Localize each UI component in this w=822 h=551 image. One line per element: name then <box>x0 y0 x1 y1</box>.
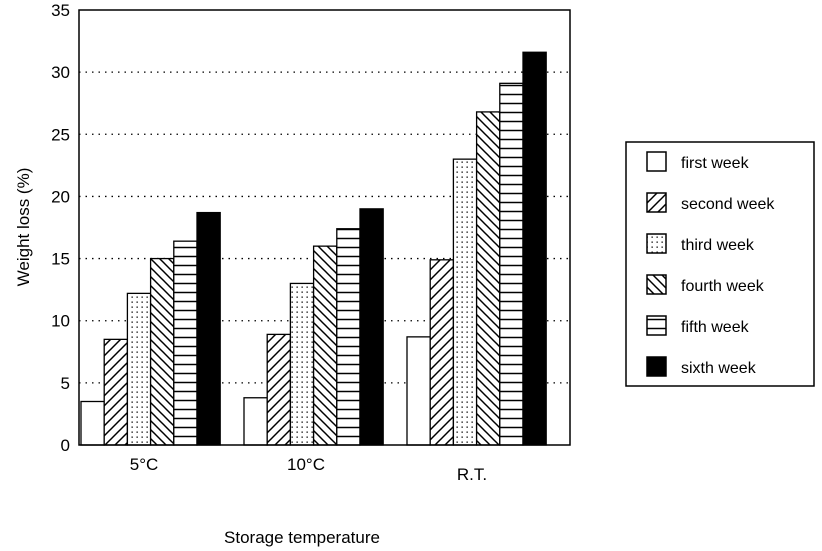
y-tick-label: 35 <box>51 1 70 20</box>
bar <box>312 245 338 446</box>
bar <box>289 282 315 446</box>
bar <box>406 336 431 446</box>
bar <box>359 208 384 446</box>
bar <box>266 333 292 446</box>
y-tick-label: 20 <box>51 187 70 206</box>
legend-label: second week <box>681 196 775 213</box>
bar <box>452 158 478 446</box>
legend-frame <box>625 141 815 387</box>
y-axis-title: Weight loss (%) <box>14 168 33 287</box>
legend-swatch <box>646 233 667 254</box>
bar <box>173 240 198 446</box>
y-tick-label: 0 <box>61 436 70 455</box>
category-label-2: R.T. <box>457 465 487 484</box>
y-tick-label: 25 <box>51 125 70 144</box>
bar <box>475 111 501 446</box>
category-label-0: 5°C <box>130 455 159 474</box>
x-axis-title: Storage temperature <box>224 528 380 547</box>
legend-label: fifth week <box>681 319 750 336</box>
legend-swatch <box>646 315 667 336</box>
bar <box>196 211 221 446</box>
category-label-1: 10°C <box>287 455 325 474</box>
y-tick-label: 5 <box>61 374 70 393</box>
legend-swatch <box>646 151 667 172</box>
legend-label: third week <box>681 237 755 254</box>
legend-swatch <box>646 356 667 377</box>
bar <box>80 400 105 446</box>
bar <box>149 257 175 446</box>
legend: first week second week third week fourth we… <box>625 141 815 387</box>
bar <box>429 259 455 446</box>
y-tick-label: 10 <box>51 312 70 331</box>
legend-label: sixth week <box>681 360 757 377</box>
bar <box>103 338 129 446</box>
bar <box>522 51 547 446</box>
bars <box>80 51 547 446</box>
legend-label: fourth week <box>681 278 765 295</box>
y-tick-label: 30 <box>51 63 70 82</box>
bar <box>499 82 524 446</box>
y-tick-label: 15 <box>51 250 70 269</box>
bar <box>126 292 152 446</box>
legend-label: first week <box>681 155 750 172</box>
bar <box>336 228 361 446</box>
legend-swatch <box>646 274 667 295</box>
bar <box>243 397 268 446</box>
y-axis: 0 5 10 15 20 25 30 35 <box>51 1 70 455</box>
plot-frame <box>78 9 571 446</box>
legend-swatch <box>646 192 667 213</box>
